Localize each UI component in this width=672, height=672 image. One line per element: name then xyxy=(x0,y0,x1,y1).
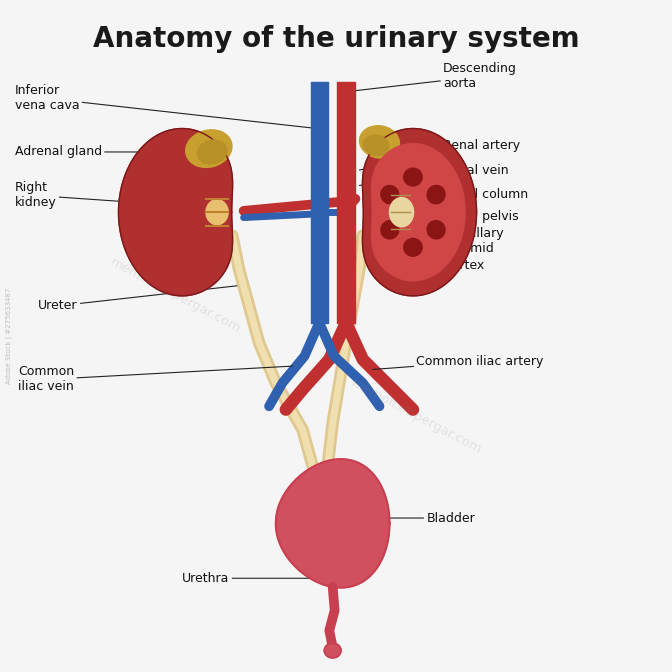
Text: Medullary
pyramid: Medullary pyramid xyxy=(396,227,505,255)
Ellipse shape xyxy=(364,135,389,155)
Text: Renal vein: Renal vein xyxy=(360,163,509,185)
Text: Adrenal gland: Adrenal gland xyxy=(15,145,196,159)
Text: Adobe Stock | #275633487: Adobe Stock | #275633487 xyxy=(6,288,13,384)
Ellipse shape xyxy=(427,220,445,239)
Text: Bladder: Bladder xyxy=(380,511,475,525)
Text: Inferior
vena cava: Inferior vena cava xyxy=(15,85,317,128)
Text: Common
iliac vein: Common iliac vein xyxy=(18,366,292,394)
Text: Right
kidney: Right kidney xyxy=(15,181,132,210)
Ellipse shape xyxy=(198,140,227,164)
Ellipse shape xyxy=(325,643,341,658)
Ellipse shape xyxy=(404,239,422,256)
Ellipse shape xyxy=(381,220,398,239)
Text: Ureter: Ureter xyxy=(38,286,237,312)
Ellipse shape xyxy=(206,200,228,224)
Polygon shape xyxy=(276,459,390,587)
Ellipse shape xyxy=(390,198,413,227)
Text: Renal artery: Renal artery xyxy=(360,139,520,170)
Ellipse shape xyxy=(381,185,398,204)
Text: Renal pelvis: Renal pelvis xyxy=(373,210,519,223)
Text: memoir.impergar.com: memoir.impergar.com xyxy=(349,376,484,456)
Text: memoir.impergar.com: memoir.impergar.com xyxy=(108,256,243,336)
Polygon shape xyxy=(118,128,233,296)
Ellipse shape xyxy=(404,168,422,186)
Polygon shape xyxy=(362,128,476,296)
Text: Descending
aorta: Descending aorta xyxy=(346,62,517,92)
Ellipse shape xyxy=(427,185,445,204)
Text: Common iliac artery: Common iliac artery xyxy=(373,355,544,370)
Text: Anatomy of the urinary system: Anatomy of the urinary system xyxy=(93,25,579,53)
Text: Renal column: Renal column xyxy=(396,187,528,202)
Ellipse shape xyxy=(185,130,232,167)
Ellipse shape xyxy=(360,126,399,158)
Text: Urethra: Urethra xyxy=(182,572,321,585)
Polygon shape xyxy=(372,144,465,281)
Text: Cortex: Cortex xyxy=(403,253,485,271)
Ellipse shape xyxy=(314,468,351,497)
